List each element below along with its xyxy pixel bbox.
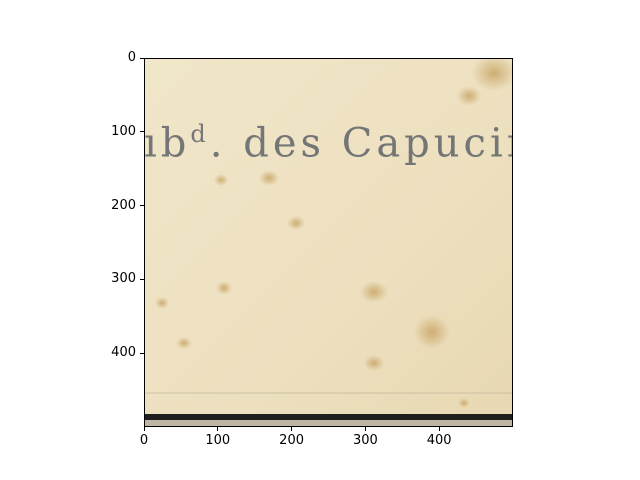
printed-text: ıbd. des Capucine [144, 120, 513, 166]
stain-spot [155, 297, 169, 309]
stain-spot [458, 398, 470, 408]
stain-spot [364, 355, 384, 371]
x-tick [291, 427, 293, 431]
stain-spot [259, 170, 279, 186]
stain-spot [287, 216, 305, 230]
stain-spot [214, 174, 228, 186]
x-tick-label: 400 [426, 433, 452, 448]
stain-spot [457, 86, 481, 106]
y-tick [140, 57, 144, 59]
y-tick [140, 352, 144, 354]
printed-text-superscript: d [190, 120, 210, 148]
y-tick [140, 131, 144, 133]
x-tick [217, 427, 219, 431]
y-tick-label: 100 [111, 123, 136, 139]
stain-spot [414, 315, 450, 349]
bottom-edge [144, 420, 513, 427]
printed-text-rest: . des Capucine [209, 120, 513, 167]
y-tick-label: 400 [111, 345, 136, 361]
stain-spot [176, 337, 192, 349]
y-tick [140, 205, 144, 207]
image-panel: ıbd. des Capucine [144, 58, 513, 427]
x-tick [143, 427, 145, 431]
y-tick-label: 200 [111, 197, 136, 213]
x-tick [364, 427, 366, 431]
stain-spot [216, 281, 232, 295]
printed-text-start: ıb [144, 120, 191, 167]
y-tick-label: 300 [111, 271, 136, 287]
bottom-band [144, 414, 513, 420]
stain-spot [360, 281, 388, 303]
y-tick [140, 278, 144, 280]
x-tick-label: 0 [139, 433, 149, 448]
y-tick-label: 0 [127, 50, 136, 65]
stain-spot [472, 58, 513, 91]
paper-background [144, 58, 513, 427]
x-tick [438, 427, 440, 431]
paper-image [144, 58, 513, 427]
x-tick-label: 200 [279, 433, 304, 448]
x-tick-label: 100 [205, 433, 231, 448]
x-tick-label: 300 [352, 433, 378, 448]
